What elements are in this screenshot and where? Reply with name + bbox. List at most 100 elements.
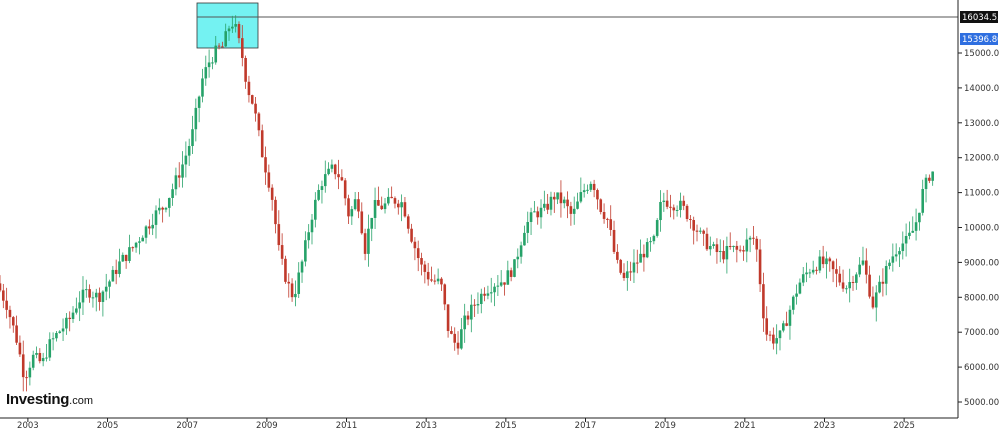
candle-body [772, 334, 775, 344]
candle-body [134, 242, 138, 248]
candle-body [755, 238, 759, 250]
candle [360, 202, 364, 235]
candle-body [71, 312, 75, 319]
candle [622, 263, 626, 281]
candle [493, 283, 496, 307]
candle [88, 284, 91, 303]
candle-body [851, 281, 855, 283]
candle-body [104, 286, 108, 292]
candle-body [244, 57, 247, 82]
candle-body [420, 258, 423, 265]
candle-body [2, 290, 5, 301]
candle-body [874, 292, 878, 308]
candle-body [682, 200, 686, 206]
x-tick-label: 2007 [176, 421, 198, 429]
candle-body [111, 269, 115, 282]
candle-body [559, 192, 563, 204]
candle-body [440, 278, 443, 285]
candle [566, 191, 569, 219]
candle-body [519, 245, 523, 257]
candle-body [675, 209, 679, 211]
candle [367, 214, 370, 267]
brand-name: Investing [6, 391, 70, 408]
candle-body [722, 250, 725, 260]
candle-body [21, 354, 25, 378]
investing-logo: Investing.com [6, 391, 93, 409]
candle-body [28, 367, 32, 378]
current-price-label: 15396.80 [962, 35, 999, 45]
candle-body [277, 224, 281, 246]
candle-body [284, 258, 287, 282]
candle-body [805, 272, 808, 275]
candle [393, 196, 397, 209]
candle-body [383, 203, 387, 210]
candle [15, 315, 18, 346]
candle-body [167, 197, 171, 208]
candle-body [798, 282, 802, 294]
candle-body [41, 358, 45, 362]
candle-body [685, 205, 689, 219]
candle-body [314, 199, 317, 220]
candle-body [928, 177, 931, 181]
candle [536, 206, 539, 225]
candle [330, 159, 334, 173]
candle-body [403, 202, 407, 217]
candle-body [217, 45, 221, 47]
candle-body [695, 230, 699, 232]
candle-body [788, 309, 792, 326]
candle [2, 283, 5, 309]
candle [848, 268, 851, 303]
candle [755, 236, 759, 262]
candle-body [526, 222, 530, 233]
candle [546, 193, 549, 215]
candle [423, 260, 427, 284]
candle [65, 313, 68, 335]
candle-body [300, 261, 304, 273]
candle-body [61, 328, 65, 332]
candle [21, 340, 25, 392]
x-tick-label: 2023 [814, 421, 836, 429]
candle [307, 224, 310, 249]
candle-body [347, 198, 350, 217]
candle [314, 192, 317, 228]
candle [874, 285, 878, 322]
candle-body [260, 130, 264, 158]
candle [752, 226, 755, 245]
candle-body [327, 168, 330, 175]
candle [234, 15, 237, 33]
candle-body [579, 192, 583, 202]
candle-body [470, 304, 473, 320]
candle [908, 221, 911, 240]
candle-body [114, 269, 118, 274]
candle [111, 266, 115, 282]
candle-body [828, 258, 832, 262]
candle-body [390, 196, 393, 199]
candle [171, 183, 174, 206]
candle-body [18, 342, 22, 355]
candle-body [898, 251, 901, 255]
candle-body [181, 164, 184, 178]
candle-body [231, 26, 234, 29]
candle-body [456, 342, 460, 349]
candle-body [370, 217, 374, 229]
candle-body [396, 203, 400, 208]
candle [533, 201, 536, 213]
candle-body [473, 304, 476, 306]
x-tick-label: 2005 [97, 421, 119, 429]
candle-body [463, 315, 466, 330]
candle [825, 251, 828, 279]
candle-body [436, 278, 440, 282]
y-tick-label: 15000.00 [964, 49, 999, 59]
candle [167, 197, 171, 217]
y-tick-label: 13000.00 [964, 119, 999, 129]
candle-body [921, 189, 925, 213]
candle-body [659, 201, 662, 221]
candle [911, 216, 915, 233]
candle-body [413, 241, 417, 249]
candle [363, 228, 367, 261]
candle [562, 196, 566, 209]
candle-body [645, 242, 649, 258]
candle-body [888, 262, 891, 267]
candle [645, 238, 649, 259]
candle [274, 196, 277, 234]
